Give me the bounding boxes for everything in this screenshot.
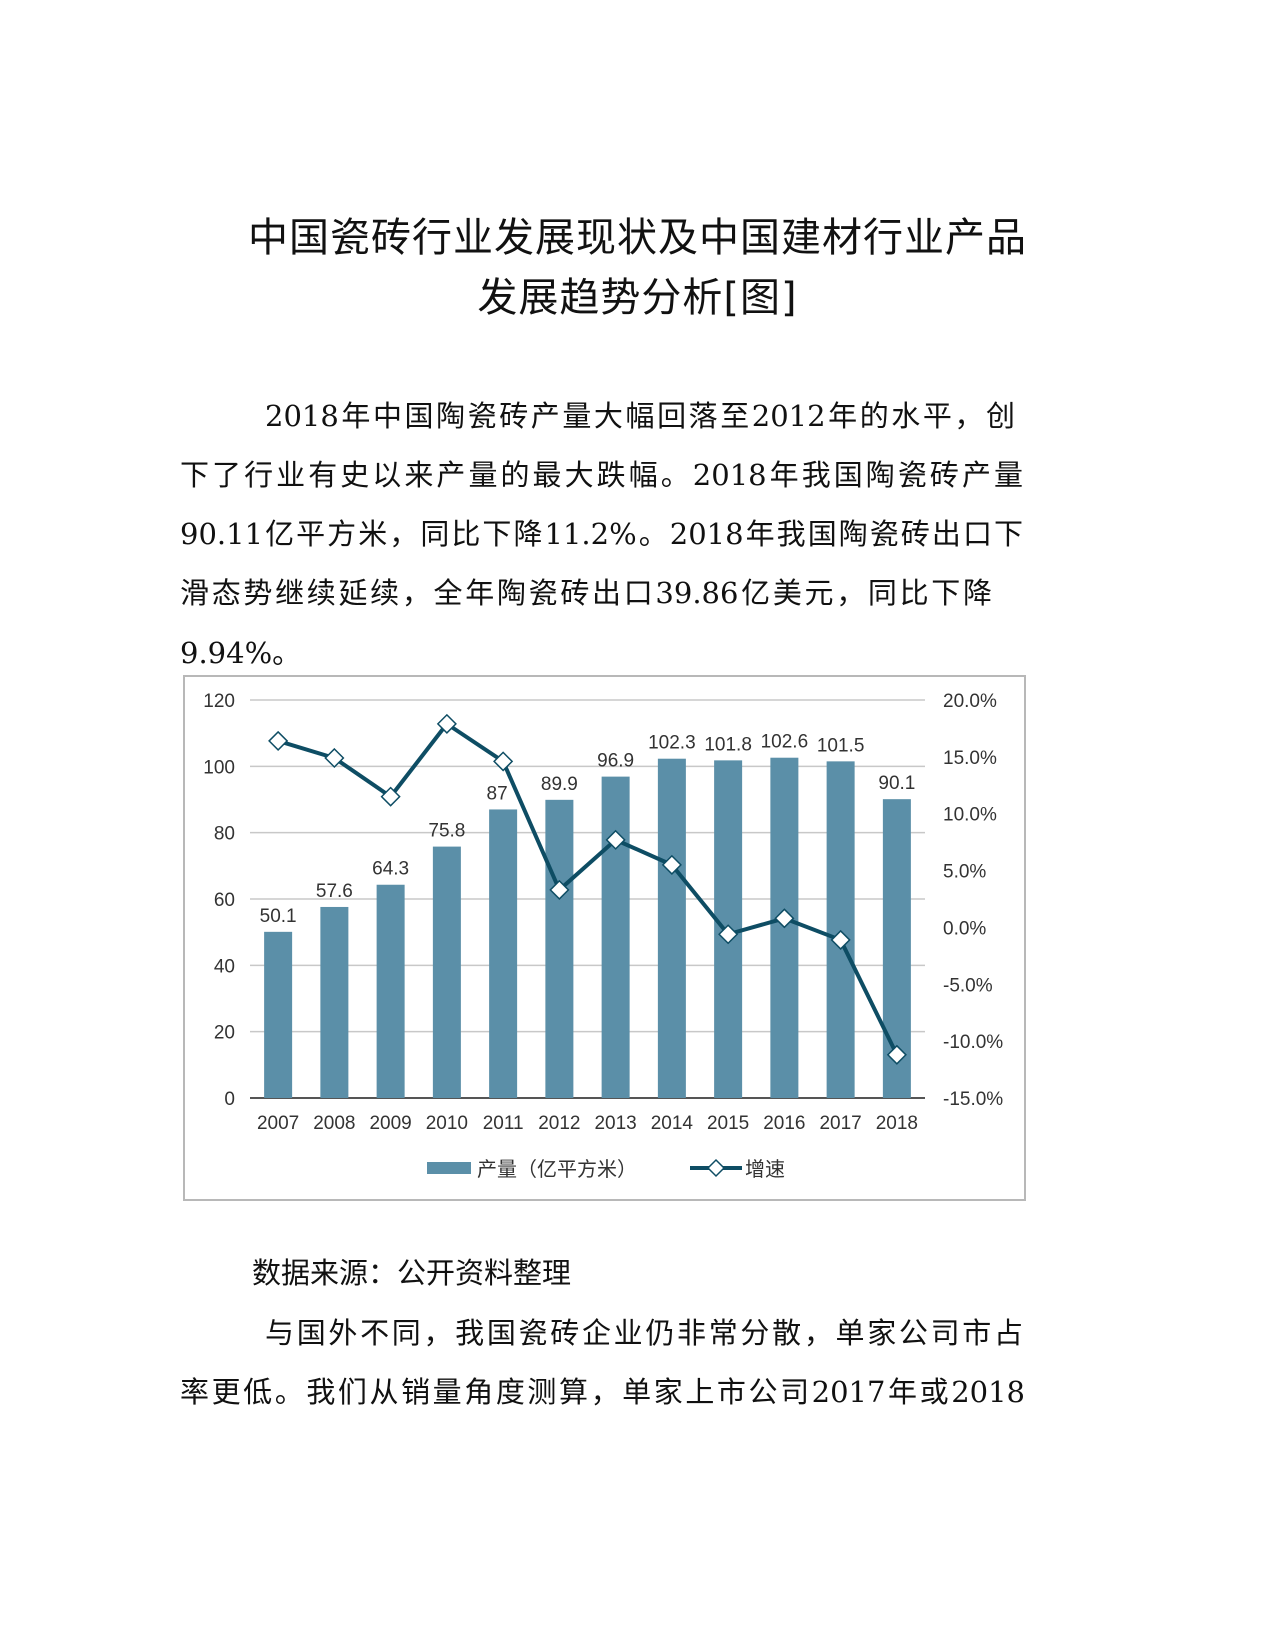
bar [376, 884, 405, 1098]
bar-data-label: 96.9 [597, 751, 634, 772]
bar-data-label: 102.3 [648, 733, 696, 754]
x-axis-tick-label: 2018 [876, 1113, 918, 1134]
bar-data-label: 64.3 [372, 859, 409, 880]
growth-marker [268, 730, 289, 751]
paragraph-line: 滑态势继续延续，全年陶瓷砖出口39.86亿美元，同比下降 [180, 576, 992, 610]
growth-marker [718, 924, 739, 945]
growth-marker [830, 929, 851, 950]
legend-label-production: 产量（亿平方米） [477, 1158, 637, 1181]
x-axis-tick-label: 2008 [313, 1113, 355, 1134]
bar [489, 809, 518, 1098]
bar-data-label: 89.9 [541, 774, 578, 795]
right-axis-tick-label: -15.0% [943, 1089, 1003, 1110]
left-axis-tick-label: 40 [214, 956, 235, 977]
bar-data-label: 57.6 [316, 881, 353, 902]
bar [545, 799, 574, 1098]
growth-marker [774, 908, 795, 929]
right-axis-tick-label: 5.0% [943, 862, 986, 883]
bar-data-label: 101.8 [704, 734, 752, 755]
x-axis-tick-label: 2014 [651, 1113, 694, 1134]
growth-marker [380, 786, 401, 807]
right-axis-tick-label: 15.0% [943, 748, 997, 769]
paragraph-line: 2018年中国陶瓷砖产量大幅回落至2012年的水平，创 [265, 399, 1015, 433]
right-axis-tick-label: -5.0% [943, 975, 993, 996]
paragraph-line: 下了行业有史以来产量的最大跌幅。2018年我国陶瓷砖产量 [180, 458, 1023, 492]
x-axis-tick-label: 2011 [483, 1113, 524, 1134]
bar-data-label: 102.6 [761, 732, 809, 753]
bar [826, 761, 855, 1098]
right-axis-tick-label: 0.0% [943, 918, 986, 939]
legend-diamond-icon [706, 1158, 726, 1178]
x-axis-tick-label: 2012 [538, 1113, 580, 1134]
bar-data-label: 87 [487, 783, 508, 804]
left-axis-tick-label: 120 [203, 691, 235, 712]
x-axis-tick-label: 2010 [426, 1113, 468, 1134]
legend-bar-swatch [427, 1162, 471, 1174]
left-axis-tick-label: 0 [224, 1089, 235, 1110]
bar [601, 776, 630, 1098]
growth-marker [324, 747, 345, 769]
paragraph-line: 与国外不同，我国瓷砖企业仍非常分散，单家公司市占 [265, 1316, 1023, 1350]
page-title-line-2: 发展趋势分析[图] [477, 275, 798, 321]
bar [657, 758, 686, 1098]
x-axis-tick-label: 2009 [369, 1113, 411, 1134]
x-axis-tick-label: 2017 [819, 1113, 861, 1134]
growth-marker [605, 829, 626, 850]
bar [432, 846, 461, 1098]
left-axis-tick-label: 100 [203, 757, 235, 778]
right-axis-tick-label: 20.0% [943, 691, 997, 712]
page-title-line-1: 中国瓷砖行业发展现状及中国建材行业产品 [248, 215, 1027, 261]
growth-marker [886, 1044, 907, 1065]
right-axis-tick-label: -10.0% [943, 1032, 1003, 1053]
bar-data-label: 75.8 [428, 821, 465, 842]
x-axis-tick-label: 2016 [763, 1113, 805, 1134]
source-note: 数据来源：公开资料整理 [252, 1256, 572, 1290]
bar-data-label: 101.5 [817, 735, 865, 756]
x-axis-tick-label: 2015 [707, 1113, 749, 1134]
chart-frame: 0 20 40 60 80 100 120 -15.0% -10.0% -5.0% 0.0% 5.0%… [183, 675, 1026, 1201]
paragraph-line: 率更低。我们从销量角度测算，单家上市公司2017年或2018 [180, 1375, 1025, 1409]
growth-line [277, 721, 899, 1056]
bar [264, 931, 293, 1098]
bar-data-label: 50.1 [260, 906, 297, 927]
production-growth-chart: 0 20 40 60 80 100 120 -15.0% -10.0% -5.0% 0.0% 5.0%… [203, 691, 1003, 1181]
growth-marker [436, 713, 457, 734]
paragraph-line: 90.11亿平方米，同比下降11.2%。2018年我国陶瓷砖出口下 [180, 517, 1023, 551]
left-axis-tick-label: 60 [214, 890, 235, 911]
bar [320, 906, 349, 1098]
x-axis-tick-label: 2013 [594, 1113, 636, 1134]
left-axis-tick-label: 20 [214, 1023, 235, 1044]
left-axis-tick-label: 80 [214, 824, 235, 845]
paragraph-line: 9.94%。 [180, 636, 302, 670]
bar-data-label: 90.1 [878, 773, 915, 794]
x-axis-tick-label: 2007 [257, 1113, 299, 1134]
growth-marker [661, 854, 682, 875]
growth-marker [549, 879, 570, 900]
legend-label-growth: 增速 [745, 1158, 785, 1181]
growth-marker [493, 751, 514, 772]
right-axis-tick-label: 10.0% [943, 805, 997, 826]
